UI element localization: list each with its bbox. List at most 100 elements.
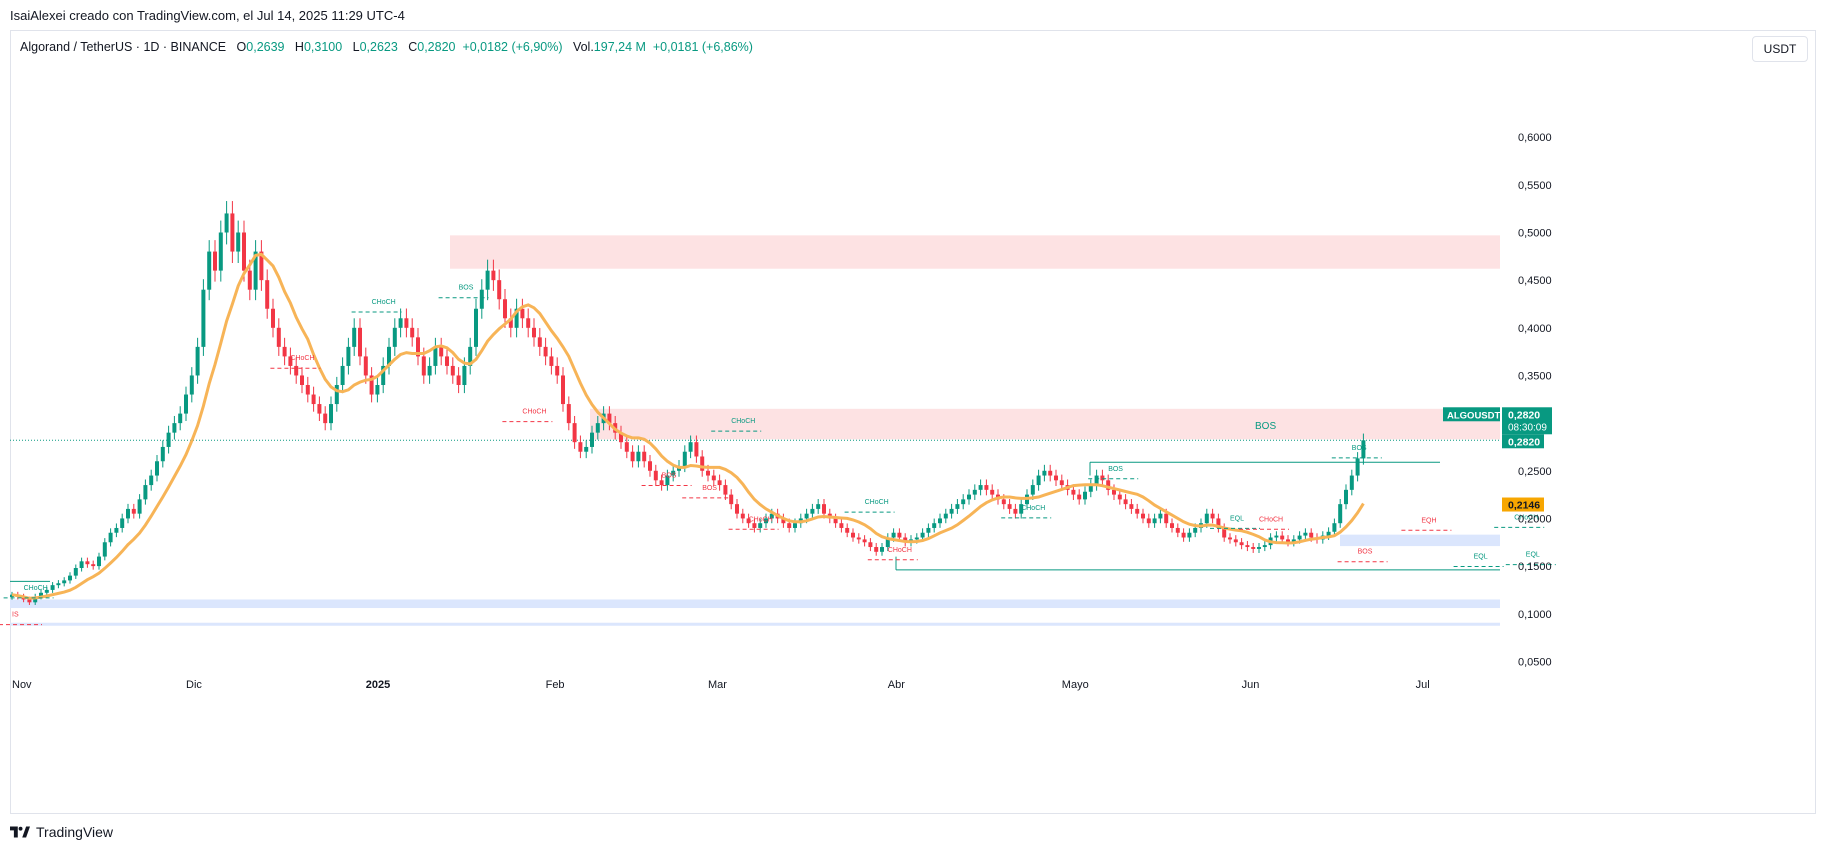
candle-body bbox=[880, 547, 884, 552]
chart-caption: IsaiAlexei creado con TradingView.com, e… bbox=[10, 8, 405, 23]
candle-body bbox=[572, 423, 577, 443]
candle-body bbox=[532, 327, 536, 338]
structure-label: CHoCH bbox=[24, 585, 48, 592]
candle-body bbox=[259, 251, 264, 281]
candle-body bbox=[607, 413, 612, 424]
structure-label: CHoCH bbox=[522, 409, 546, 416]
candle-body bbox=[137, 499, 142, 514]
low-value: 0,2623 bbox=[359, 40, 398, 54]
candle-body bbox=[387, 346, 391, 366]
candle-body bbox=[207, 251, 212, 290]
candle-body bbox=[595, 423, 600, 433]
candle-body bbox=[479, 289, 484, 309]
candle-body bbox=[851, 532, 855, 538]
candle-body bbox=[1280, 535, 1285, 540]
x-tick-label: Abr bbox=[888, 679, 905, 691]
candle-body bbox=[421, 356, 426, 376]
candle-body bbox=[294, 365, 299, 376]
x-tick-label: Mar bbox=[708, 679, 727, 691]
candle-body bbox=[804, 513, 809, 519]
structure-label: BOS bbox=[1108, 466, 1123, 473]
candle-body bbox=[352, 327, 357, 347]
ma-badge-text: 0,2146 bbox=[1508, 500, 1540, 512]
candle-body bbox=[189, 375, 194, 395]
candle-body bbox=[358, 327, 362, 357]
structure-label: EQL bbox=[1526, 552, 1540, 559]
candle-body bbox=[891, 532, 896, 538]
candle-body bbox=[1233, 539, 1238, 543]
y-tick-label: 0,5500 bbox=[1518, 180, 1552, 192]
structure-label: BOS bbox=[459, 285, 474, 292]
tradingview-brand: TradingView bbox=[10, 824, 113, 840]
candle-body bbox=[1193, 527, 1198, 533]
candle-body bbox=[85, 561, 90, 565]
candle-body bbox=[688, 442, 693, 452]
candle-body bbox=[178, 413, 183, 424]
candle-body bbox=[514, 308, 519, 328]
candle-body bbox=[91, 564, 96, 567]
candle-body bbox=[561, 375, 565, 405]
currency-button[interactable]: USDT bbox=[1752, 36, 1808, 62]
candle-body bbox=[1013, 508, 1018, 514]
open-value: 0,2639 bbox=[246, 40, 285, 54]
candle-body bbox=[1309, 532, 1314, 538]
candle-body bbox=[288, 356, 293, 366]
candle-body bbox=[746, 518, 751, 524]
candle-body bbox=[700, 456, 705, 471]
candle-body bbox=[1094, 475, 1099, 486]
candle-body bbox=[340, 365, 345, 385]
candle-body bbox=[282, 346, 287, 357]
candle-body bbox=[236, 232, 241, 252]
candle-body bbox=[1007, 504, 1012, 509]
candle-body bbox=[375, 385, 380, 395]
candle-body bbox=[758, 523, 763, 528]
candle-body bbox=[1059, 480, 1064, 486]
candle-body bbox=[108, 532, 113, 543]
candle-body bbox=[213, 251, 217, 271]
current-price-text: 0,2820 bbox=[1508, 409, 1540, 421]
candle-body bbox=[497, 280, 502, 300]
candle-body bbox=[781, 518, 786, 524]
structure-label: BOS bbox=[702, 485, 717, 492]
x-tick-label: Feb bbox=[546, 679, 565, 691]
candle-body bbox=[839, 523, 844, 528]
candle-body bbox=[317, 404, 322, 414]
candle-body bbox=[961, 499, 966, 505]
candle-body bbox=[323, 413, 328, 424]
candle-body bbox=[172, 423, 177, 433]
candle-body bbox=[1181, 532, 1186, 538]
candle-body bbox=[381, 365, 386, 385]
structure-label: EQH bbox=[1421, 517, 1436, 524]
y-tick-label: 0,4000 bbox=[1518, 323, 1552, 335]
candle-body bbox=[155, 461, 159, 476]
candle-body bbox=[549, 356, 554, 366]
candle-body bbox=[201, 289, 206, 347]
candle-body bbox=[247, 270, 252, 290]
candle-body bbox=[485, 270, 490, 290]
candle-body bbox=[711, 475, 716, 481]
candle-body bbox=[1146, 518, 1151, 524]
candle-body bbox=[566, 404, 571, 424]
candle-body bbox=[300, 375, 304, 385]
demand-zone-upper bbox=[1340, 534, 1500, 547]
candle-body bbox=[392, 327, 397, 347]
candle-body bbox=[1239, 542, 1244, 546]
candle-body bbox=[253, 251, 258, 290]
candle-body bbox=[764, 518, 768, 524]
y-tick-label: 0,5000 bbox=[1518, 228, 1552, 240]
candle-body bbox=[404, 318, 409, 328]
candle-body bbox=[224, 213, 229, 233]
structure-label: IS bbox=[12, 612, 19, 619]
candle-body bbox=[1112, 489, 1116, 495]
bos-big-label: BOS bbox=[1255, 421, 1276, 432]
x-tick-label: Jul bbox=[1416, 679, 1430, 691]
symbol-label[interactable]: Algorand / TetherUS · 1D · BINANCE bbox=[20, 40, 227, 54]
candle-body bbox=[1338, 504, 1343, 524]
candle-body bbox=[1349, 475, 1354, 490]
candle-body bbox=[642, 451, 647, 462]
candle-body bbox=[1175, 527, 1180, 533]
candle-body bbox=[810, 508, 815, 514]
candle-body bbox=[1222, 527, 1227, 538]
change-value: +0,0182 (+6,90%) bbox=[462, 40, 563, 54]
